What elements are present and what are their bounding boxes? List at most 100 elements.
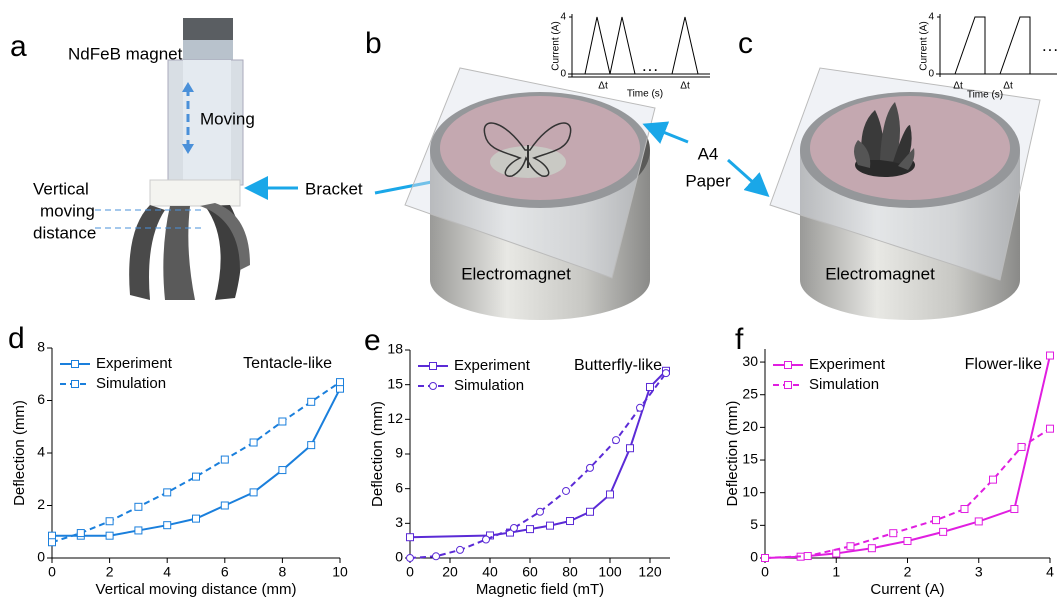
marker [586, 463, 594, 472]
marker [406, 533, 414, 542]
series-line [51, 381, 341, 544]
legend-marker [429, 382, 437, 390]
marker [1017, 442, 1026, 451]
marker [1046, 351, 1054, 360]
marker [989, 475, 997, 484]
distance-label: distance [33, 223, 96, 242]
marker [486, 531, 494, 540]
marker [646, 382, 654, 391]
x-tick-label: 0 [761, 564, 769, 580]
marker [586, 507, 594, 516]
marker [406, 554, 414, 562]
series-line [409, 372, 667, 559]
y-tick-label: 4 [37, 444, 45, 460]
y-tick-label: 0 [750, 549, 758, 565]
legend-marker [71, 360, 79, 368]
marker [960, 505, 969, 514]
marker [307, 441, 316, 450]
marker [562, 486, 570, 495]
y-tick-label: 18 [387, 341, 403, 357]
y-tick-label: 6 [395, 479, 403, 495]
y-tick-label: 2 [37, 496, 45, 512]
x-tick-label: 120 [638, 564, 662, 580]
x-tick-label: 1 [832, 564, 840, 580]
marker [903, 537, 912, 546]
marker [336, 378, 344, 387]
marker [832, 549, 841, 558]
dt-label: Δt [1003, 81, 1013, 92]
x-tick-label: 6 [221, 564, 229, 580]
panel-label: a [10, 30, 27, 63]
panel-label: b [365, 27, 382, 60]
y-tick-label: 6 [37, 391, 45, 407]
inset-waveform [936, 14, 1057, 77]
marker [220, 501, 229, 510]
marker [1010, 505, 1019, 514]
y-tick-label: 30 [742, 353, 758, 369]
marker [626, 444, 634, 453]
x-tick-label: 0 [48, 564, 56, 580]
y-tick-label: 9 [395, 445, 403, 461]
marker [163, 521, 172, 530]
marker [249, 438, 258, 447]
dt-label: Δt [953, 81, 963, 92]
y-tick-label: 25 [742, 385, 758, 401]
marker [278, 417, 287, 426]
annotation: Tentacle-like [243, 355, 332, 372]
marker [105, 531, 114, 540]
marker [510, 523, 518, 532]
marker [606, 490, 614, 499]
legend-label: Experiment [454, 357, 531, 374]
inset-waveform [568, 14, 710, 78]
electromagnet-label: Electromagnet [825, 264, 935, 283]
legend-marker [784, 381, 792, 389]
bracket-label: Bracket [305, 179, 363, 198]
y-tick-label: 10 [742, 483, 758, 499]
marker [105, 517, 114, 526]
y-tick-label: 3 [395, 514, 403, 530]
distance-label: Vertical [33, 179, 89, 198]
x-tick-label: 4 [1046, 564, 1054, 580]
dt-label: Δt [680, 81, 690, 92]
legend-label: Experiment [96, 355, 173, 372]
x-tick-label: 80 [562, 564, 578, 580]
x-tick-label: 8 [279, 564, 287, 580]
marker [662, 369, 670, 378]
x-tick-label: 2 [106, 564, 114, 580]
legend-marker [71, 380, 79, 388]
x-tick-label: 3 [975, 564, 983, 580]
legend-label: Simulation [454, 377, 524, 394]
marker [220, 455, 229, 464]
marker [867, 544, 876, 553]
x-axis-label: Magnetic field (mT) [476, 581, 604, 598]
panel-label: e [364, 324, 381, 357]
electromagnet-illustration [404, 67, 656, 320]
gripper-illustration [95, 18, 484, 300]
marker [846, 542, 855, 551]
marker [134, 526, 143, 535]
inset-tick-label: 4 [560, 12, 566, 23]
legend-label: Simulation [809, 376, 879, 393]
inset-x-label: Time (s) [627, 89, 663, 100]
marker [482, 535, 490, 544]
y-tick-label: 0 [395, 549, 403, 565]
y-tick-label: 15 [387, 375, 403, 391]
marker [803, 552, 812, 561]
electromagnet-illustration [769, 67, 1041, 320]
marker [134, 502, 143, 511]
magnet-label: NdFeB magnet [68, 44, 183, 63]
marker [278, 466, 287, 475]
y-axis-label: Deflection (mm) [724, 401, 741, 507]
marker [456, 545, 464, 554]
marker [612, 436, 620, 445]
marker [336, 384, 344, 393]
panel-label: c [738, 27, 753, 60]
inset-y-label: Current (A) [551, 21, 562, 70]
marker [546, 521, 554, 530]
x-axis-label: Current (A) [870, 581, 944, 598]
marker [889, 529, 898, 538]
y-tick-label: 5 [750, 516, 758, 532]
marker [761, 554, 769, 562]
marker [566, 517, 574, 526]
